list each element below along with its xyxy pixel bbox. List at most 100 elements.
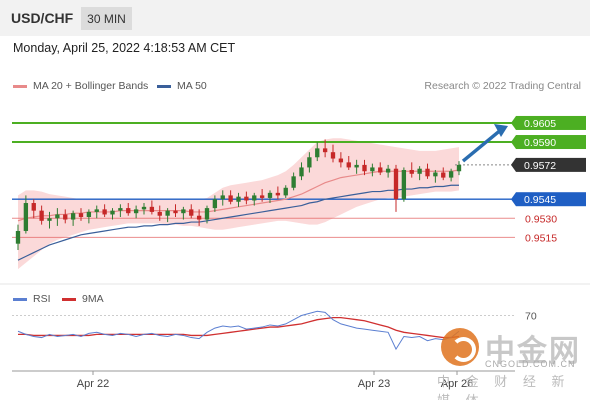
candle-body	[189, 209, 194, 216]
symbol-title: USD/CHF	[11, 10, 74, 26]
candle-body	[165, 210, 170, 216]
forecast-arrow	[461, 127, 504, 163]
candle-body	[346, 162, 351, 168]
candle-body	[228, 195, 233, 202]
rsi-9ma-line	[18, 316, 460, 339]
candle-body	[291, 176, 296, 188]
candle-body	[149, 206, 155, 212]
candle-body	[322, 148, 328, 153]
candle-body	[401, 169, 407, 200]
candle-body	[393, 168, 399, 200]
candle-body	[409, 169, 414, 174]
candle-body	[126, 208, 131, 214]
datetime-label: Monday, April 25, 2022 4:18:53 AM CET	[13, 41, 236, 55]
rsi-level-label: 70	[525, 311, 537, 323]
forecast-arrow-head	[494, 123, 508, 137]
level-tag-pointer-0.9605	[511, 115, 516, 130]
candle-body	[110, 210, 115, 215]
legend-ma50: MA 50	[157, 80, 207, 92]
candle-body	[102, 209, 107, 215]
candle-body	[330, 152, 336, 159]
watermark: 中金网 CNGOLD.COM.CN 中 金 财 经 新 媒 体	[437, 322, 587, 400]
candle-body	[456, 164, 462, 172]
candle-body	[181, 209, 186, 214]
candle-body	[236, 196, 241, 202]
candle-body	[338, 158, 344, 163]
candle-body	[220, 195, 225, 200]
9ma-swatch	[62, 297, 76, 301]
candle-body	[196, 215, 202, 220]
watermark-url: CNGOLD.COM.CN	[485, 359, 576, 369]
x-tick-label-apr-23: Apr 23	[358, 378, 390, 390]
x-tick-label-apr-26: Apr 26	[441, 378, 473, 390]
timeframe-button[interactable]: 30 MIN	[81, 7, 132, 30]
level-label-0.9572: 0.9572	[524, 160, 556, 172]
level-tag-0.9545	[516, 192, 586, 207]
candle-body	[39, 210, 44, 221]
level-tag-0.9605	[516, 115, 586, 130]
level-label-0.9530: 0.9530	[525, 213, 557, 225]
candle-body	[204, 208, 210, 220]
watermark-subtitle: 中 金 财 经 新 媒 体	[437, 374, 571, 400]
watermark-logo-icon	[441, 328, 479, 366]
candle-body	[252, 195, 257, 201]
level-tag-0.9590	[516, 135, 586, 150]
candle-body	[370, 167, 375, 172]
ma20-label: MA 20 + Bollinger Bands	[33, 80, 149, 92]
candle-body	[433, 172, 438, 177]
level-label-0.9605: 0.9605	[524, 118, 556, 130]
level-tag-pointer-0.9545	[511, 192, 516, 207]
ma50-swatch	[157, 84, 171, 88]
level-tag-pointer-0.9590	[511, 135, 516, 150]
candle-body	[86, 211, 92, 217]
ma50-line	[17, 184, 459, 261]
candle-body	[244, 196, 249, 201]
level-label-0.9515: 0.9515	[525, 232, 557, 244]
candle-body	[299, 167, 304, 177]
top-bar: USD/CHF 30 MIN	[0, 0, 590, 36]
candle-body	[70, 213, 76, 220]
candle-body	[307, 157, 312, 168]
candle-body	[173, 210, 178, 214]
legend-9ma: 9MA	[62, 293, 104, 305]
candle-body	[354, 164, 359, 168]
ma50-label: MA 50	[177, 80, 207, 92]
level-label-0.9590: 0.9590	[524, 137, 556, 149]
candle-body	[55, 214, 60, 219]
legend-rsi: RSI	[13, 293, 51, 305]
level-label-0.9545: 0.9545	[524, 194, 556, 206]
candle-body	[31, 203, 36, 211]
level-tag-pointer-0.9572	[511, 157, 516, 172]
candle-body	[283, 187, 288, 196]
candle-body	[417, 168, 422, 174]
x-tick-label-apr-22: Apr 22	[77, 378, 109, 390]
rsi-label: RSI	[33, 293, 51, 305]
watermark-text: 中金网	[485, 335, 581, 368]
candle-body	[385, 168, 391, 173]
candle-body	[267, 192, 273, 198]
9ma-label: 9MA	[82, 293, 104, 305]
candle-body	[23, 203, 29, 231]
candle-body	[425, 168, 430, 177]
level-tag-0.9572	[516, 157, 586, 172]
candle-body	[78, 213, 84, 217]
candle-body	[448, 171, 454, 178]
candle-body	[362, 164, 367, 172]
candle-body	[259, 195, 265, 198]
candle-body	[63, 214, 68, 220]
candle-body	[141, 206, 147, 210]
candle-body	[133, 209, 139, 214]
rsi-swatch	[13, 297, 27, 301]
ma20-swatch	[13, 84, 27, 88]
candle-body	[157, 211, 162, 216]
legend-ma20: MA 20 + Bollinger Bands	[13, 80, 148, 92]
rsi-line	[17, 310, 460, 351]
candle-body	[15, 230, 21, 244]
candle-body	[441, 172, 446, 178]
candle-body	[275, 192, 281, 196]
candle-body	[118, 208, 123, 211]
candle-body	[47, 218, 52, 221]
research-credit: Research © 2022 Trading Central	[424, 80, 581, 92]
